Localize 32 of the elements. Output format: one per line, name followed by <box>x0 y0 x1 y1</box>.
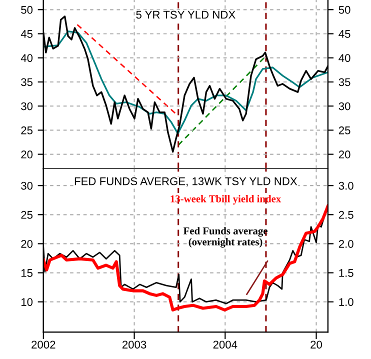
text: 5 YR TSY YLD NDX <box>136 10 236 19</box>
line-series <box>43 30 328 134</box>
y-tick-label: 20 <box>21 150 33 158</box>
y2-tick-label: 50 <box>338 6 350 14</box>
x-tick-label: 20 <box>310 340 322 349</box>
text: 13-week Tbill yield index <box>170 195 282 205</box>
y-tick-label: 45 <box>20 30 33 38</box>
y-tick-label: 30 <box>21 102 33 110</box>
y-tick-label: 50 <box>21 6 33 14</box>
y2-tick-label: 3.0 <box>338 182 354 190</box>
y2-tick-label: 20 <box>338 150 350 158</box>
x-tick-label: 2003 <box>122 340 146 349</box>
y-tick-label: 20 <box>21 240 33 248</box>
y2-tick-label: 1.5 <box>339 269 354 277</box>
y-tick-label: 15 <box>21 269 33 277</box>
y2-tick-label: 45 <box>338 30 350 38</box>
y-tick-label: 25 <box>21 210 33 219</box>
y2-tick-label: 40 <box>338 54 350 62</box>
y-tick-label: 10 <box>21 298 33 306</box>
y2-tick-label: 2.5 <box>338 210 354 219</box>
y2-tick-label: 35 <box>338 78 350 86</box>
y2-tick-label: 30 <box>338 102 350 110</box>
text: FED FUNDS AVERGE, 13WK TSY YLD NDX <box>74 177 298 186</box>
y2-tick-label: 1.0 <box>339 298 354 306</box>
x-tick-label: 2002 <box>32 340 56 349</box>
y2-tick-label: 25 <box>338 126 350 134</box>
y-tick-label: 35 <box>21 78 33 86</box>
y-tick-label: 40 <box>20 54 33 62</box>
y-tick-label: 30 <box>21 182 33 190</box>
y-tick-label: 25 <box>21 126 33 134</box>
x-tick-label: 2004 <box>213 340 238 349</box>
y2-tick-label: 2.0 <box>338 240 354 248</box>
